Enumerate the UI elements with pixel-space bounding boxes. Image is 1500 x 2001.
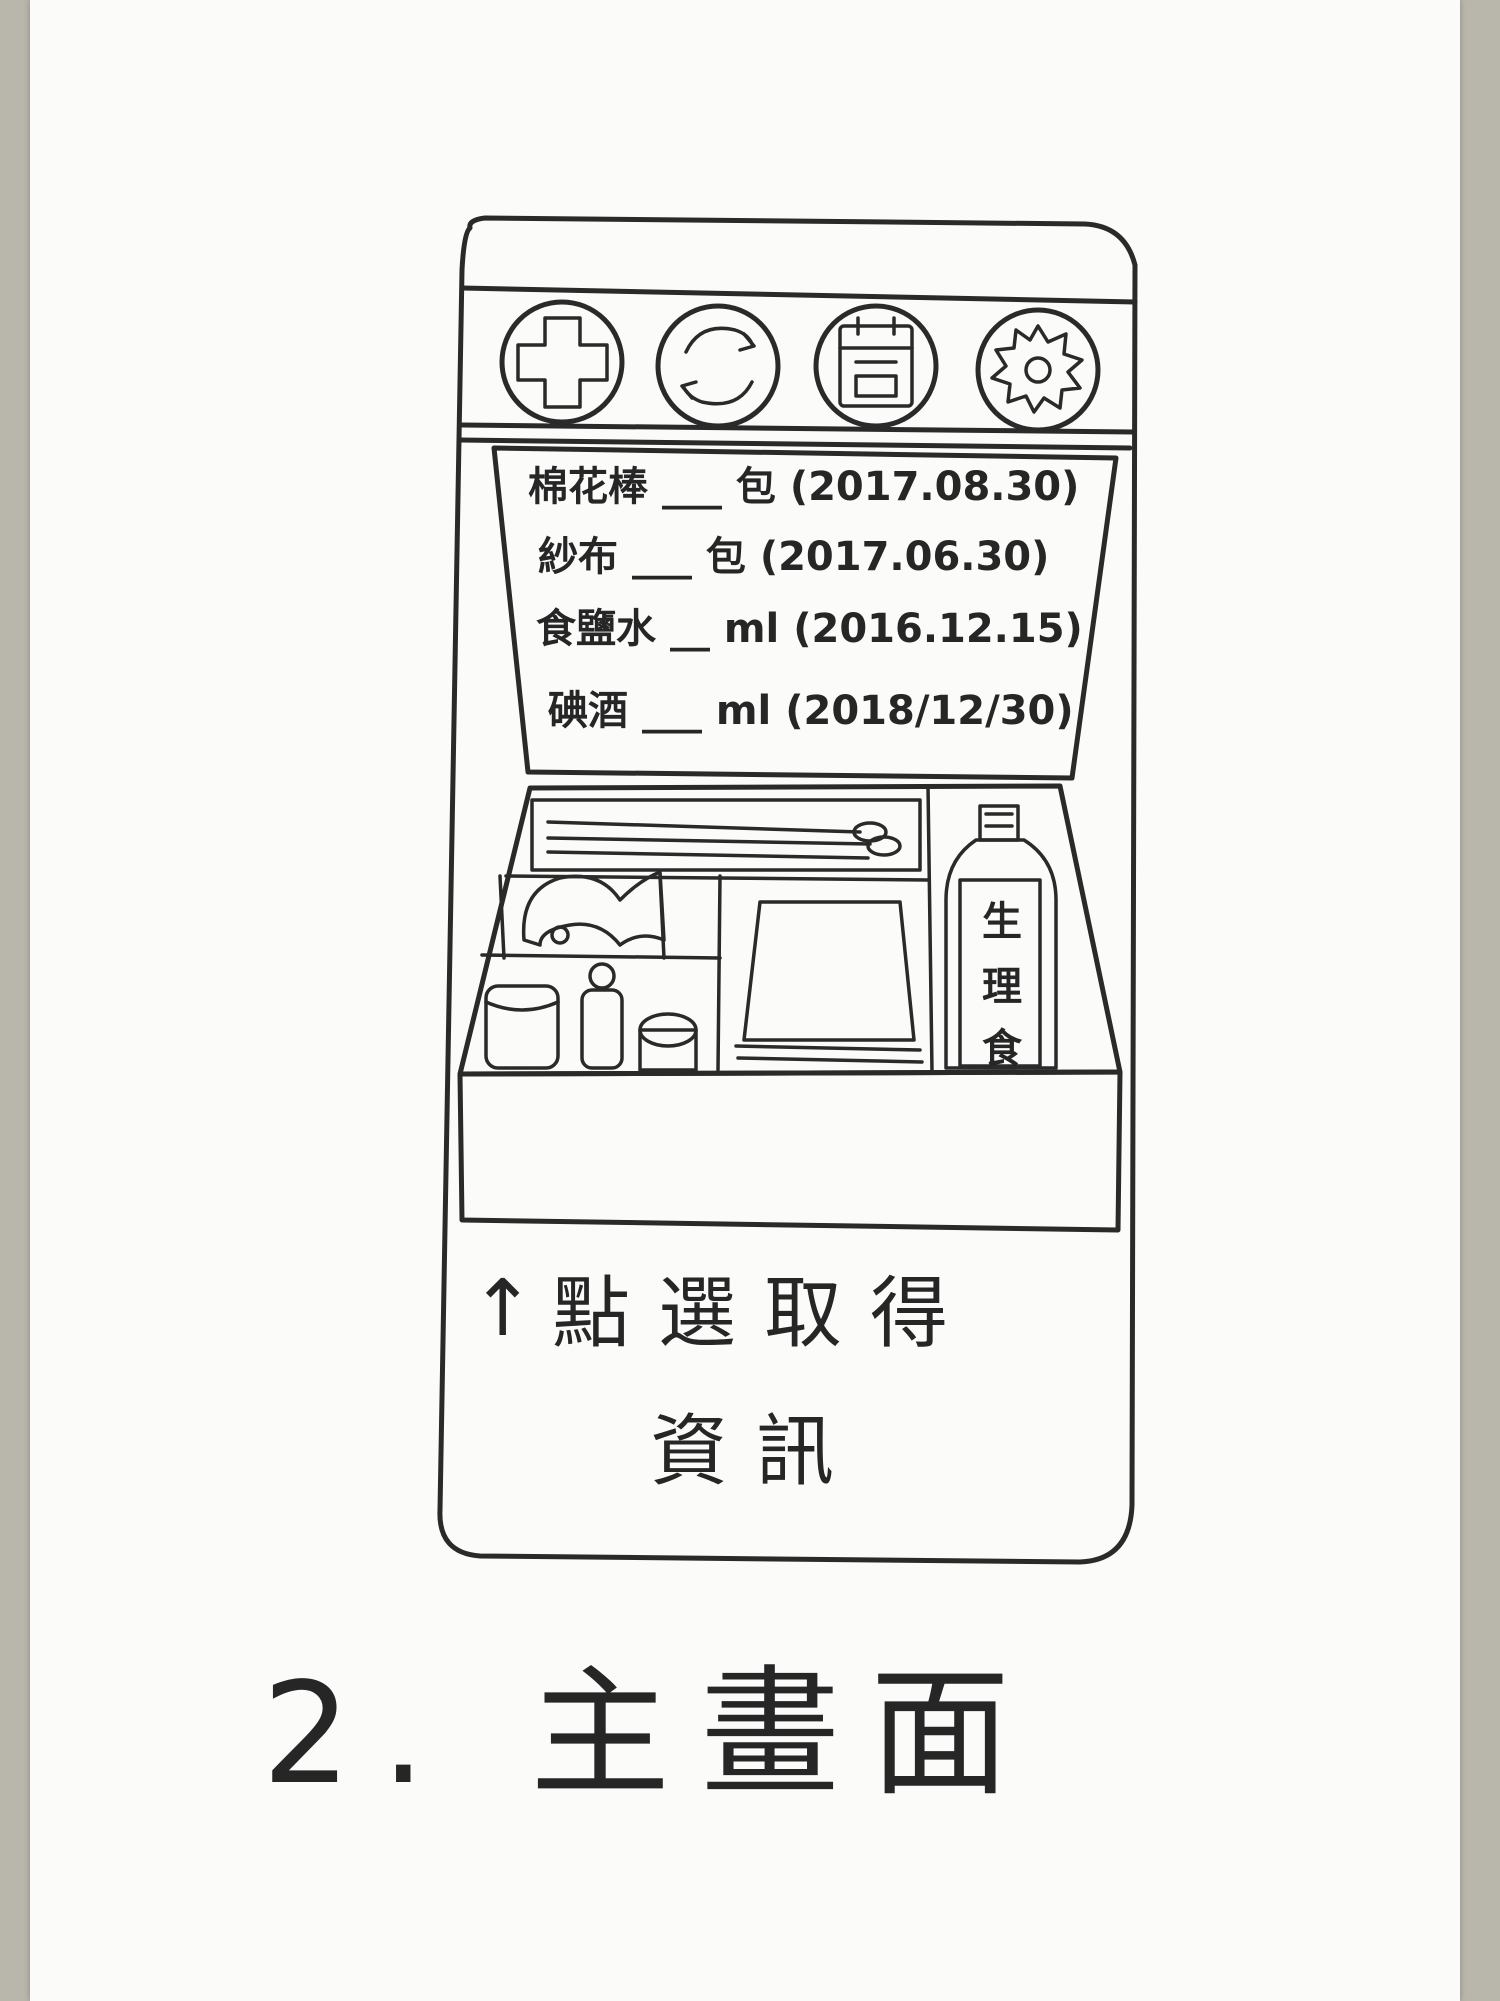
gear-icon[interactable] [975, 307, 1101, 433]
bottle-label-char: 生 [982, 899, 1022, 945]
bandage-roll [521, 870, 666, 947]
supply-list: 棉花棒 ___ 包 (2017.08.30) 紗布 ___ 包 (2017.06… [528, 464, 1083, 734]
refresh-icon[interactable] [655, 303, 781, 429]
supply-item[interactable]: 紗布 ___ 包 (2017.06.30) [538, 534, 1049, 580]
supply-blank: ___ [632, 534, 692, 580]
supply-date: (2017.06.30) [760, 534, 1050, 580]
ointment-jar [484, 984, 560, 1070]
supply-name: 紗布 [538, 534, 618, 580]
supply-date: (2016.12.15) [793, 606, 1083, 652]
bottle-label-char: 理 [982, 964, 1022, 1010]
hint-line-2: 資訊 [650, 1407, 862, 1497]
calendar-icon[interactable] [813, 303, 939, 429]
plus-icon[interactable] [499, 299, 625, 425]
svg-text:紗布 ___ 包: 紗布 ___ 包 (2017.06.30) [538, 534, 1049, 580]
supply-item[interactable]: 食鹽水 __ ml (2016.12.15) [536, 606, 1083, 652]
kit-lid [491, 445, 1119, 781]
saline-bottle [944, 804, 1058, 1070]
supply-name: 碘酒 [548, 688, 628, 734]
supply-unit: 包 [736, 464, 776, 510]
supply-name: 棉花棒 [528, 464, 649, 510]
svg-text:碘酒 ___ ml: 碘酒 ___ ml (2018/12/30) [548, 688, 1074, 734]
supply-item[interactable]: 碘酒 ___ ml (2018/12/30) [548, 688, 1074, 734]
supply-unit: ml [716, 688, 771, 734]
hint-arrow: ↑ [470, 1264, 563, 1354]
supply-name: 食鹽水 [536, 606, 657, 652]
supply-blank: ___ [662, 464, 722, 510]
supply-date: (2018/12/30) [785, 688, 1073, 734]
tape-roll [638, 1012, 698, 1072]
cotton-swab-box [530, 798, 922, 872]
svg-text:食鹽水 __ ml: 食鹽水 __ ml (2016.12.15) [536, 606, 1083, 652]
small-bottle [580, 962, 624, 1070]
bottle-label-char: 食 [982, 1026, 1023, 1072]
supply-date: (2017.08.30) [790, 464, 1080, 510]
supply-item[interactable]: 棉花棒 ___ 包 (2017.08.30) [528, 464, 1079, 510]
kit-box[interactable] [457, 783, 1123, 1233]
header-top-line [459, 285, 1138, 305]
header-bottom-line [459, 422, 1136, 435]
supply-blank: ___ [642, 688, 702, 734]
svg-text:棉花棒 ___ 包: 棉花棒 ___ 包 (2017.08.30) [528, 464, 1079, 510]
gauze-pack [734, 900, 924, 1064]
content-top-line [457, 437, 1133, 451]
supply-unit: 包 [706, 534, 746, 580]
supply-unit: ml [724, 606, 779, 652]
phone-frame [437, 215, 1138, 1565]
page-caption: 2. 主畫面 [262, 1653, 1040, 1816]
hint-line-1: 點選取得 [552, 1269, 976, 1359]
supply-blank: __ [670, 606, 710, 652]
